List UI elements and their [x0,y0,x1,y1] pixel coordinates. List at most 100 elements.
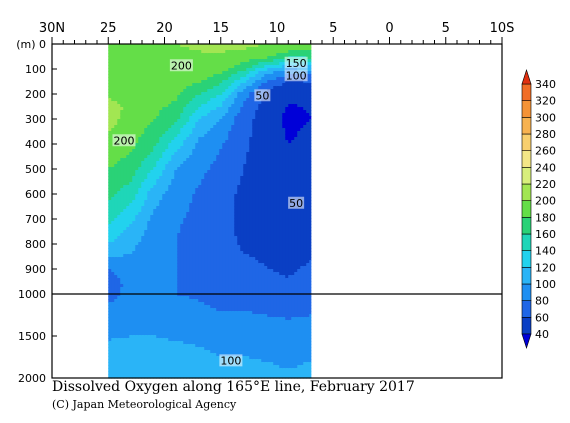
heatmap-cell [228,209,232,213]
heatmap-cell [237,80,241,84]
heatmap-cell [216,284,220,288]
heatmap-cell [189,374,193,378]
heatmap-cell [213,80,217,84]
heatmap-cell [138,323,142,327]
heatmap-cell [198,134,202,138]
heatmap-cell [228,134,232,138]
heatmap-cell [150,224,154,228]
heatmap-cell [222,308,226,312]
heatmap-cell [222,335,226,339]
heatmap-cell [150,173,154,177]
heatmap-cell [225,182,229,186]
heatmap-cell [135,113,139,117]
heatmap-cell [189,74,193,78]
heatmap-cell [114,221,118,225]
heatmap-cell [147,260,151,264]
heatmap-cell [225,254,229,258]
heatmap-cell [117,224,121,228]
heatmap-cell [120,293,124,297]
heatmap-cell [171,299,175,303]
heatmap-cell [114,287,118,291]
heatmap-cell [189,149,193,153]
heatmap-cell [138,116,142,120]
heatmap-cell [219,98,223,102]
heatmap-cell [126,89,130,93]
heatmap-cell [162,245,166,249]
heatmap-cell [153,209,157,213]
heatmap-cell [111,47,115,51]
heatmap-cell [222,149,226,153]
heatmap-cell [147,200,151,204]
heatmap-cell [147,332,151,336]
heatmap-cell [201,290,205,294]
heatmap-cell [162,227,166,231]
heatmap-cell [204,140,208,144]
heatmap-cell [219,170,223,174]
heatmap-cell [138,260,142,264]
heatmap-cell [231,188,235,192]
heatmap-cell [168,203,172,207]
heatmap-cell [111,305,115,309]
heatmap-cell [144,116,148,120]
heatmap-cell [183,170,187,174]
heatmap-cell [168,257,172,261]
heatmap-cell [147,281,151,285]
heatmap-cell [231,74,235,78]
heatmap-cell [186,194,190,198]
heatmap-cell [237,197,241,201]
heatmap-cell [129,176,133,180]
heatmap-cell [108,146,112,150]
heatmap-cell [159,128,163,132]
heatmap-cell [219,260,223,264]
heatmap-cell [129,188,133,192]
heatmap-cell [126,269,130,273]
heatmap-cell [186,167,190,171]
heatmap-cell [234,203,238,207]
heatmap-cell [216,374,220,378]
heatmap-cell [111,326,115,330]
heatmap-cell [144,251,148,255]
heatmap-cell [231,47,235,51]
heatmap-cell [171,209,175,213]
heatmap-cell [210,371,214,375]
heatmap-cell [231,284,235,288]
heatmap-cell [168,191,172,195]
heatmap-cell [234,311,238,315]
heatmap-cell [129,362,133,366]
heatmap-cell [237,242,241,246]
heatmap-cell [144,335,148,339]
heatmap-cell [123,113,127,117]
heatmap-cell [210,287,214,291]
heatmap-cell [207,296,211,300]
heatmap-cell [120,311,124,315]
heatmap-cell [108,302,112,306]
heatmap-cell [129,104,133,108]
heatmap-cell [171,224,175,228]
heatmap-cell [192,98,196,102]
heatmap-cell [111,200,115,204]
heatmap-cell [219,179,223,183]
heatmap-cell [108,242,112,246]
heatmap-cell [180,296,184,300]
heatmap-cell [168,92,172,96]
heatmap-cell [213,158,217,162]
heatmap-cell [150,167,154,171]
heatmap-cell [132,80,136,84]
heatmap-cell [222,206,226,210]
heatmap-cell [168,341,172,345]
heatmap-cell [117,287,121,291]
heatmap-cell [150,242,154,246]
heatmap-cell [114,107,118,111]
heatmap-cell [126,215,130,219]
heatmap-cell [228,197,232,201]
heatmap-cell [117,227,121,231]
heatmap-cell [201,134,205,138]
heatmap-cell [240,188,244,192]
heatmap-cell [225,86,229,90]
heatmap-cell [147,152,151,156]
heatmap-cell [120,155,124,159]
heatmap-cell [156,89,160,93]
heatmap-cell [204,221,208,225]
heatmap-cell [159,263,163,267]
heatmap-cell [108,119,112,123]
